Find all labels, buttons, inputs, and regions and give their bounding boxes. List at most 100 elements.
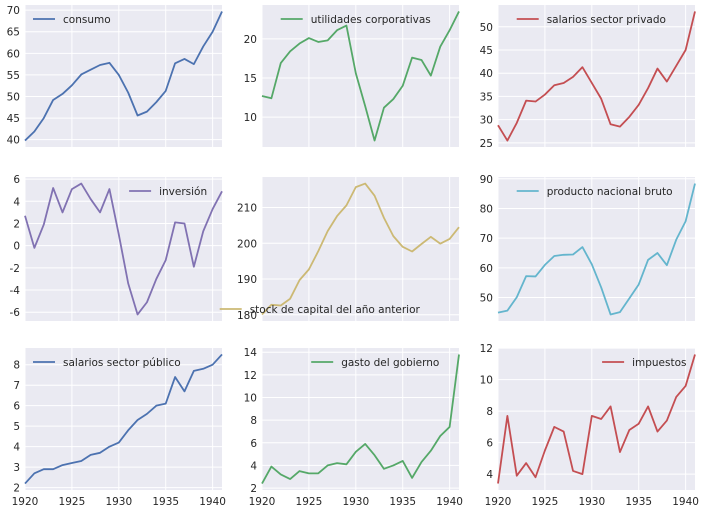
y-tick-label: 200 bbox=[237, 238, 257, 250]
y-tick-label: 40 bbox=[7, 135, 20, 147]
subplot-6: 50 60 70 80 90 producto nacional bruto bbox=[480, 174, 696, 321]
x-tick-label: 1920 bbox=[249, 496, 276, 508]
legend: inversión bbox=[129, 186, 207, 198]
legend: producto nacional bruto bbox=[516, 186, 673, 198]
y-tick-label: 70 bbox=[480, 233, 493, 245]
legend-label: utilidades corporativas bbox=[311, 14, 431, 26]
y-tick-label: 10 bbox=[244, 392, 257, 404]
plot-area bbox=[498, 348, 695, 490]
y-tick-label: 25 bbox=[480, 138, 493, 150]
legend-label: salarios sector privado bbox=[547, 14, 666, 26]
y-tick-label: 5 bbox=[13, 421, 20, 433]
y-tick-label: 4 bbox=[13, 196, 20, 208]
subplot-7: 2 3 4 5 6 7 8 1920 1925 1930 1935 1940 salarios sect… bbox=[12, 348, 226, 508]
y-tick-label: 60 bbox=[7, 48, 20, 60]
y-tick-label: 210 bbox=[237, 203, 257, 215]
y-tick-label: 4 bbox=[13, 442, 20, 454]
y-tick-label: 3 bbox=[13, 462, 20, 474]
y-tick-label: 7 bbox=[13, 380, 20, 392]
legend: consumo bbox=[33, 14, 111, 26]
subplot-2: 10 15 20 utilidades corporativas bbox=[244, 5, 460, 147]
y-tick-label: 45 bbox=[7, 113, 20, 125]
plot-area bbox=[498, 177, 695, 321]
y-tick-label: 2 bbox=[13, 218, 20, 230]
y-tick-label: 50 bbox=[7, 92, 20, 104]
legend-label: stock de capital del año anterior bbox=[250, 304, 421, 316]
series-line bbox=[261, 354, 460, 484]
x-tick-label: 1940 bbox=[199, 496, 226, 508]
y-tick-label: 2 bbox=[13, 483, 20, 495]
x-tick-label: 1935 bbox=[389, 496, 416, 508]
x-tick-label: 1940 bbox=[436, 496, 463, 508]
plot-area bbox=[25, 177, 222, 321]
legend: impuestos bbox=[602, 357, 687, 369]
subplot-1: 40 45 50 55 60 65 70 consumo bbox=[7, 5, 223, 147]
y-tick-label: 30 bbox=[480, 115, 493, 127]
y-tick-label: -2 bbox=[10, 263, 20, 275]
y-tick-label: 190 bbox=[237, 274, 257, 286]
subplot-9: 4 6 8 10 12 1920 1925 1930 1935 1940 impuestos bbox=[480, 343, 699, 508]
legend-label: gasto del gobierno bbox=[341, 357, 439, 369]
y-tick-label: 45 bbox=[480, 45, 493, 57]
x-tick-label: 1930 bbox=[342, 496, 369, 508]
x-tick-label: 1920 bbox=[485, 496, 512, 508]
legend: salarios sector privado bbox=[516, 14, 666, 26]
subplot-3: 25 30 35 40 45 50 salarios sector privado bbox=[480, 5, 696, 150]
series-line bbox=[497, 183, 696, 316]
legend-label: inversión bbox=[159, 186, 207, 198]
y-tick-label: -4 bbox=[10, 285, 21, 297]
y-tick-label: 70 bbox=[7, 5, 20, 17]
series-line bbox=[497, 354, 696, 484]
y-tick-label: 65 bbox=[7, 27, 20, 39]
y-tick-label: 6 bbox=[13, 401, 20, 413]
y-tick-label: 14 bbox=[244, 347, 258, 359]
y-tick-label: 90 bbox=[480, 174, 493, 186]
series-line bbox=[24, 353, 223, 485]
y-tick-label: 4 bbox=[250, 460, 257, 472]
x-tick-label: 1930 bbox=[105, 496, 132, 508]
y-tick-label: 12 bbox=[244, 370, 257, 382]
y-tick-label: 50 bbox=[480, 22, 493, 34]
legend-label: producto nacional bruto bbox=[547, 186, 673, 198]
legend: stock de capital del año anterior bbox=[219, 304, 421, 316]
series-line bbox=[24, 182, 223, 316]
subplot-8: 2 4 6 8 10 12 14 1920 1925 1930 1935 1940 gasto del … bbox=[244, 347, 463, 508]
y-tick-label: 8 bbox=[486, 406, 493, 418]
y-tick-label: 10 bbox=[244, 112, 257, 124]
series-line bbox=[261, 182, 460, 316]
y-tick-label: 4 bbox=[486, 469, 493, 481]
y-tick-label: -6 bbox=[10, 307, 21, 319]
legend-label: salarios sector público bbox=[63, 357, 181, 369]
x-tick-label: 1920 bbox=[12, 496, 39, 508]
y-tick-label: 6 bbox=[250, 438, 257, 450]
y-tick-label: 180 bbox=[237, 310, 257, 322]
x-tick-label: 1925 bbox=[59, 496, 86, 508]
y-tick-label: 55 bbox=[7, 70, 20, 82]
y-tick-label: 40 bbox=[480, 68, 493, 80]
legend-label: consumo bbox=[63, 14, 111, 26]
y-tick-label: 35 bbox=[480, 91, 493, 103]
y-tick-label: 80 bbox=[480, 203, 493, 215]
x-tick-label: 1940 bbox=[672, 496, 699, 508]
y-tick-label: 8 bbox=[13, 360, 20, 372]
legend: salarios sector público bbox=[33, 357, 181, 369]
series-line bbox=[497, 11, 696, 142]
plot-area bbox=[262, 5, 459, 147]
y-tick-label: 0 bbox=[13, 241, 20, 253]
subplot-4: -6 -4 -2 0 2 4 6 inversión bbox=[10, 174, 223, 321]
y-tick-label: 12 bbox=[480, 343, 493, 355]
y-tick-label: 6 bbox=[13, 174, 20, 186]
plot-area bbox=[25, 5, 222, 147]
subplot-5: 180 190 200 210 stock de capital del año ant… bbox=[219, 177, 460, 322]
x-tick-label: 1925 bbox=[532, 496, 559, 508]
x-tick-label: 1930 bbox=[578, 496, 605, 508]
legend-label: impuestos bbox=[632, 357, 686, 369]
y-tick-label: 6 bbox=[486, 438, 493, 450]
y-tick-label: 50 bbox=[480, 293, 493, 305]
series-line bbox=[24, 11, 223, 142]
legend: gasto del gobierno bbox=[311, 357, 439, 369]
y-tick-label: 2 bbox=[250, 483, 257, 495]
y-tick-label: 15 bbox=[244, 73, 257, 85]
plot-area bbox=[262, 348, 459, 490]
